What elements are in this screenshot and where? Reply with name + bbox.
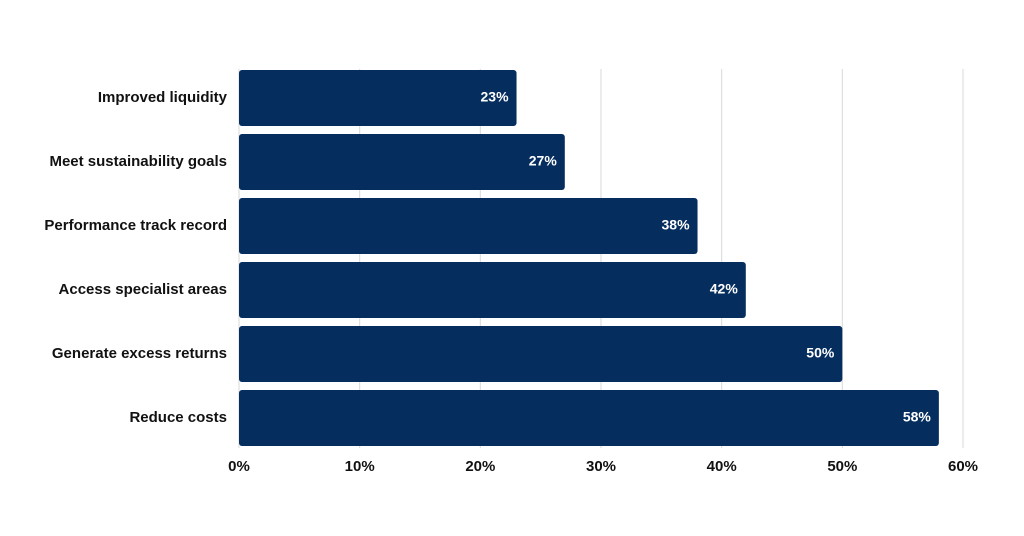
bar-value-label: 38% <box>662 217 691 233</box>
bar <box>239 326 843 382</box>
category-label: Performance track record <box>44 217 227 234</box>
x-tick-label: 50% <box>827 458 857 475</box>
bar-value-label: 23% <box>481 89 510 105</box>
bar-value-label: 42% <box>710 281 739 297</box>
grid-lines <box>238 69 964 448</box>
category-label: Meet sustainability goals <box>49 153 227 170</box>
x-tick-labels: 0% 10% 20% 30% 40% 50% 60% <box>228 458 978 475</box>
bar-value-label: 58% <box>903 409 932 425</box>
bar <box>239 390 939 446</box>
x-tick-label: 40% <box>707 458 737 475</box>
category-label: Access specialist areas <box>59 281 227 298</box>
category-label: Improved liquidity <box>98 89 228 106</box>
bar <box>239 262 746 318</box>
bars <box>239 70 939 446</box>
bar <box>239 198 698 254</box>
x-tick-label: 60% <box>948 458 978 475</box>
bar-value-label: 27% <box>529 153 558 169</box>
bar <box>239 70 517 126</box>
category-labels: Improved liquidity Meet sustainability go… <box>44 89 227 426</box>
x-tick-label: 30% <box>586 458 616 475</box>
category-label: Generate excess returns <box>52 345 227 362</box>
x-tick-label: 0% <box>228 458 250 475</box>
bar-value-label: 50% <box>806 345 835 361</box>
x-tick-label: 20% <box>465 458 495 475</box>
x-tick-label: 10% <box>345 458 375 475</box>
category-label: Reduce costs <box>129 409 227 426</box>
bar <box>239 134 565 190</box>
value-labels: 23% 27% 38% 42% 50% 58% <box>481 89 932 425</box>
